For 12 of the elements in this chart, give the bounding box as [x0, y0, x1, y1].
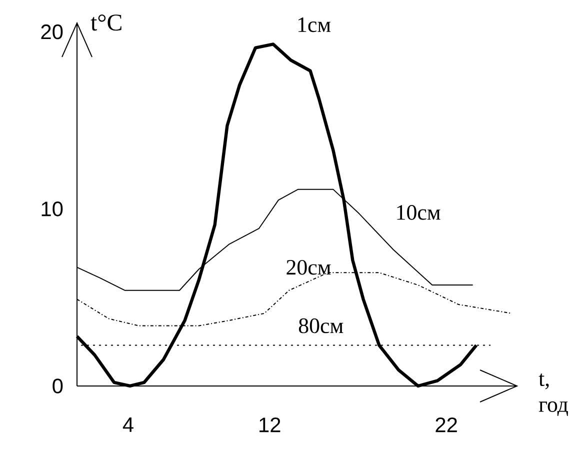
- series-label: 10см: [397, 205, 440, 220]
- x-axis-title: t, год: [538, 374, 568, 416]
- y-tick-label: 0: [52, 378, 63, 394]
- y-tick-label: 20: [41, 24, 63, 40]
- x-tick-label: 22: [436, 418, 457, 432]
- y-axis-title: t°C: [90, 14, 122, 31]
- series-label: 20см: [286, 260, 331, 275]
- y-tick-label: 10: [42, 202, 63, 216]
- series-label: 1см: [298, 17, 331, 32]
- x-tick-label: 4: [122, 418, 134, 432]
- series-label: 80см: [298, 318, 344, 334]
- x-tick-label: 12: [260, 418, 280, 432]
